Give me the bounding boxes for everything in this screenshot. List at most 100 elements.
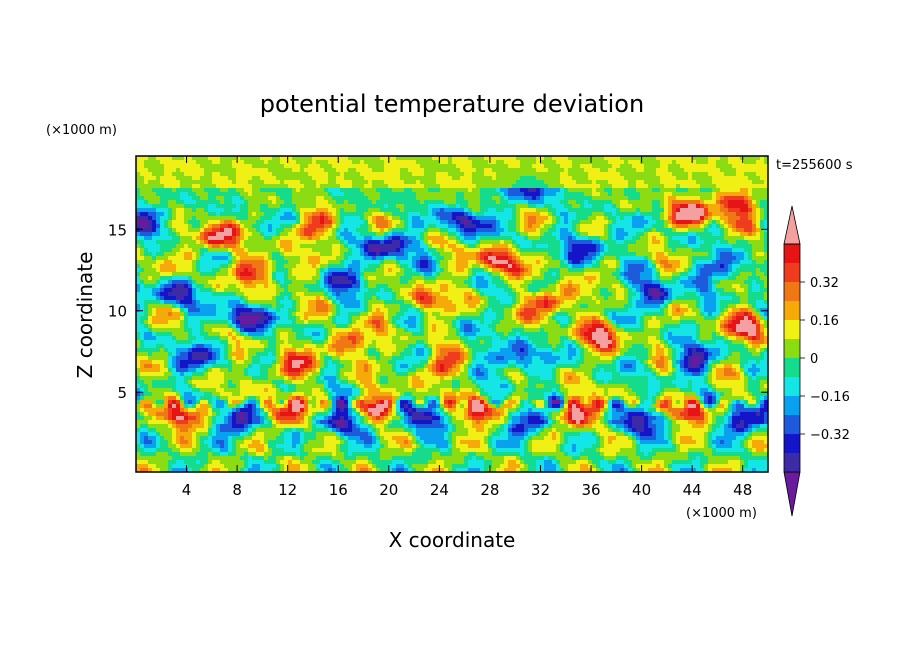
heatmap-cell [440,280,445,285]
heatmap-cell [524,204,529,209]
heatmap-cell [292,244,297,249]
heatmap-cell [564,212,569,217]
heatmap-cell [372,204,377,209]
heatmap-cell [604,156,609,161]
heatmap-cell [516,188,521,193]
heatmap-cell [628,220,633,225]
heatmap-cell [564,252,569,257]
heatmap-cell [724,172,729,177]
heatmap-cell [492,220,497,225]
heatmap-cell [172,196,177,201]
heatmap-cell [704,244,709,249]
heatmap-cell [416,224,421,229]
heatmap-cell [576,276,581,281]
heatmap-cell [368,172,373,177]
heatmap-cell [420,180,425,185]
heatmap-cell [284,196,289,201]
heatmap-cell [196,256,201,261]
heatmap-cell [588,164,593,169]
heatmap-cell [580,196,585,201]
heatmap-cell [148,160,153,165]
heatmap-cell [556,228,561,233]
heatmap-cell [252,160,257,165]
heatmap-cell [560,176,565,181]
heatmap-cell [404,172,409,177]
heatmap-cell [488,272,493,277]
heatmap-cell [496,264,501,269]
heatmap-cell [136,168,141,173]
heatmap-cell [540,224,545,229]
heatmap-cell [368,212,373,217]
heatmap-cell [428,196,433,201]
heatmap-cell [360,212,365,217]
heatmap-cell [616,264,621,269]
heatmap-cell [544,176,549,181]
heatmap-cell [752,216,757,221]
heatmap-cell [544,224,549,229]
heatmap-cell [364,168,369,173]
heatmap-cell [356,248,361,253]
heatmap-cell [720,180,725,185]
heatmap-cell [400,224,405,229]
heatmap-cell [232,248,237,253]
heatmap-cell [644,232,649,237]
heatmap-cell [324,208,329,213]
heatmap-cell [508,224,513,229]
heatmap-cell [668,168,673,173]
heatmap-cell [148,164,153,169]
heatmap-cell [672,160,677,165]
heatmap-cell [304,164,309,169]
heatmap-cell [156,240,161,245]
heatmap-cell [548,276,553,281]
heatmap-cell [368,160,373,165]
heatmap-cell [468,232,473,237]
heatmap-cell [740,204,745,209]
heatmap-cell [148,276,153,281]
heatmap-cell [140,188,145,193]
heatmap-cell [464,156,469,161]
heatmap-cell [372,216,377,221]
heatmap-cell [288,240,293,245]
heatmap-cell [636,248,641,253]
heatmap-cell [536,224,541,229]
heatmap-cell [724,156,729,161]
heatmap-cell [428,208,433,213]
heatmap-cell [180,280,185,285]
heatmap-cell [252,212,257,217]
heatmap-cell [216,156,221,161]
heatmap-cell [552,244,557,249]
heatmap-cell [180,196,185,201]
heatmap-cell [320,228,325,233]
heatmap-cell [456,216,461,221]
heatmap-cell [336,192,341,197]
heatmap-cell [236,264,241,269]
heatmap-cell [348,220,353,225]
heatmap-cell [660,168,665,173]
heatmap-cell [328,220,333,225]
heatmap-cell [596,164,601,169]
heatmap-cell [408,216,413,221]
heatmap-cell [360,268,365,273]
heatmap-cell [360,196,365,201]
heatmap-cell [408,212,413,217]
heatmap-cell [180,188,185,193]
heatmap-cell [140,184,145,189]
heatmap-cell [404,240,409,245]
heatmap-cell [576,164,581,169]
heatmap-cell [616,188,621,193]
heatmap-cell [188,156,193,161]
heatmap-cell [428,212,433,217]
heatmap-cell [240,204,245,209]
heatmap-cell [272,184,277,189]
heatmap-cell [368,200,373,205]
heatmap-cell [284,172,289,177]
heatmap-cell [472,256,477,261]
heatmap-cell [216,236,221,241]
heatmap-cell [360,204,365,209]
heatmap-cell [480,180,485,185]
heatmap-cell [332,196,337,201]
heatmap-cell [696,168,701,173]
heatmap-cell [652,180,657,185]
heatmap-cell [472,252,477,257]
heatmap-cell [752,168,757,173]
